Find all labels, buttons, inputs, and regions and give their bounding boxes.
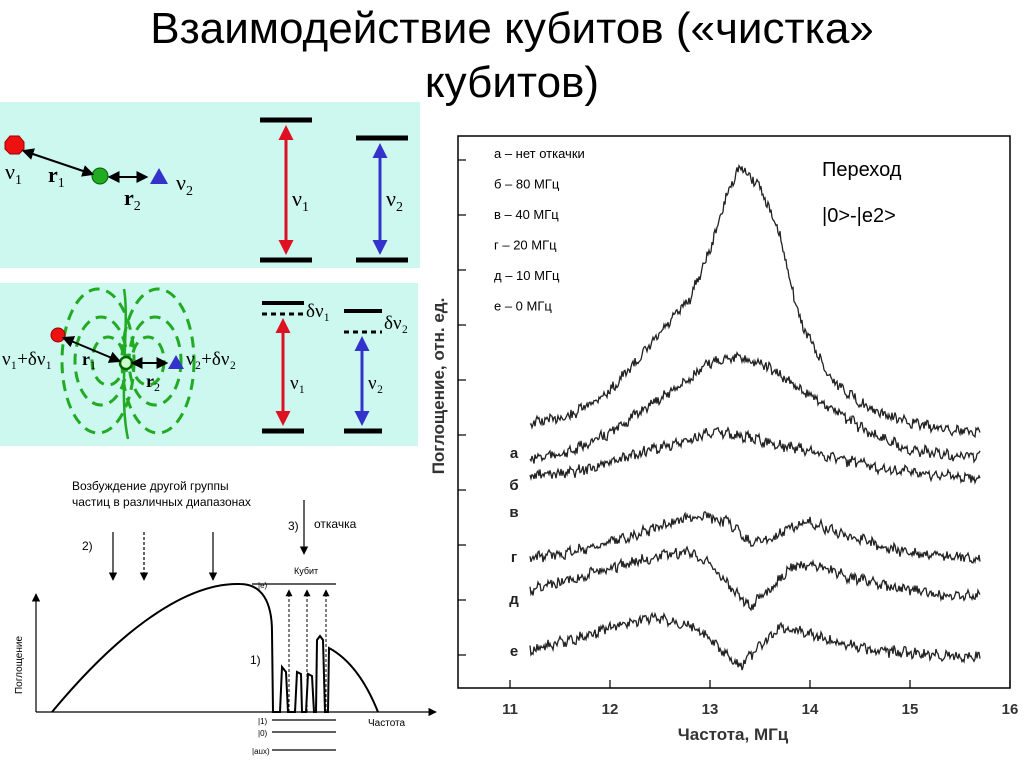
svg-text:r1: r1 — [82, 349, 96, 372]
svg-text:r2: r2 — [146, 371, 160, 394]
spectrum-curve-3 — [529, 426, 981, 485]
svg-text:Поглощение: Поглощение — [14, 636, 25, 694]
series-label: б — [509, 477, 518, 494]
svg-text:r2: r2 — [124, 185, 141, 214]
slide-title-line2: кубитов) — [424, 58, 600, 107]
series-label: в — [509, 504, 518, 521]
svg-text:|1): |1) — [258, 717, 268, 726]
legend-entry: б – 80 МГц — [494, 177, 560, 192]
x-tick-label: 15 — [902, 701, 919, 718]
absorption-spectra-chart: 11 12 13 14 15 16 а – нет откачки б – 80 МГц в … — [429, 135, 1019, 744]
series-label: д — [509, 591, 519, 608]
red-atom-icon — [50, 327, 66, 343]
chart-xlabel: Частота, МГц — [678, 725, 789, 744]
svg-text:Частота: Частота — [368, 718, 406, 729]
x-tick-label: 16 — [1002, 701, 1019, 718]
series-label: г — [511, 549, 517, 566]
blue-triangle-icon — [150, 168, 168, 184]
blue-triangle-icon — [168, 355, 184, 369]
svg-text:Кубит: Кубит — [294, 566, 318, 576]
svg-text:1): 1) — [250, 653, 261, 667]
spectrum-curve-2 — [529, 351, 981, 464]
svg-text:ν₁+δν₁: ν₁+δν₁ — [2, 349, 52, 370]
svg-text:ν₂: ν₂ — [368, 373, 383, 394]
x-tick-label: 13 — [702, 701, 719, 718]
hole-burning-diagram: Возбуждение другой группы частиц в разли… — [14, 479, 437, 756]
svg-text:ν1: ν1 — [5, 159, 22, 188]
chart-annotation-line1: Переход — [822, 159, 902, 181]
red-octagon-icon — [4, 135, 25, 155]
x-tick-label: 12 — [602, 701, 619, 718]
svg-text:ν2: ν2 — [386, 186, 403, 215]
qubit-pair-diagram: ν1 r1 r2 ν2 ν1 ν2 — [4, 117, 408, 263]
spectrum-curve-6 — [529, 611, 981, 671]
spectrum-curve-5 — [529, 545, 981, 612]
svg-text:ν₁: ν₁ — [290, 373, 305, 394]
svg-text:δν₁: δν₁ — [306, 301, 330, 322]
spectrum-curve-4 — [529, 511, 981, 564]
svg-text:3): 3) — [288, 519, 299, 533]
legend-entry: а – нет откачки — [494, 146, 585, 161]
legend-entry: в – 40 МГц — [494, 207, 559, 222]
svg-text:откачка: откачка — [314, 517, 357, 531]
svg-text:δν₂: δν₂ — [384, 313, 408, 334]
spectrum-curve-1 — [529, 163, 981, 439]
legend-entry: г – 20 МГц — [494, 238, 557, 253]
svg-text:ν2: ν2 — [176, 170, 193, 199]
slide-title-line1: Взаимодействие кубитов («чистка» — [150, 4, 874, 53]
green-atom-icon — [118, 355, 134, 371]
legend-entry: е – 0 МГц — [494, 299, 552, 314]
svg-text:ν1: ν1 — [292, 186, 309, 215]
excite-annotation-line1: Возбуждение другой группы — [72, 479, 229, 493]
qubit-pair-panel — [0, 102, 420, 268]
chart-ylabel: Поглощение, отн. ед. — [429, 298, 448, 475]
excite-annotation-line2: частиц в различных диапазонах — [72, 495, 251, 509]
svg-text:|0): |0) — [258, 729, 268, 738]
svg-text:|e): |e) — [258, 581, 268, 590]
chart-annotation-line2: |0>-|e2> — [822, 205, 896, 227]
svg-text:r1: r1 — [48, 162, 65, 191]
green-atom-icon — [91, 167, 109, 185]
x-tick-label: 11 — [502, 701, 518, 718]
x-tick-label: 14 — [802, 701, 819, 718]
dipole-diagram: ν₁+δν₁ r1 r2 ν₂+δν₂ δν₁ ν₁ δν₂ ν₂ — [2, 287, 408, 440]
slide-title: Взаимодействие кубитов («чистка» кубитов… — [0, 2, 1024, 110]
series-label: е — [510, 643, 518, 660]
chart-frame — [457, 135, 1011, 689]
svg-text:|aux): |aux) — [252, 747, 270, 756]
legend-entry: д – 10 МГц — [494, 268, 560, 283]
series-label: а — [510, 445, 519, 462]
svg-text:2): 2) — [82, 539, 93, 553]
svg-text:ν₂+δν₂: ν₂+δν₂ — [186, 349, 236, 370]
